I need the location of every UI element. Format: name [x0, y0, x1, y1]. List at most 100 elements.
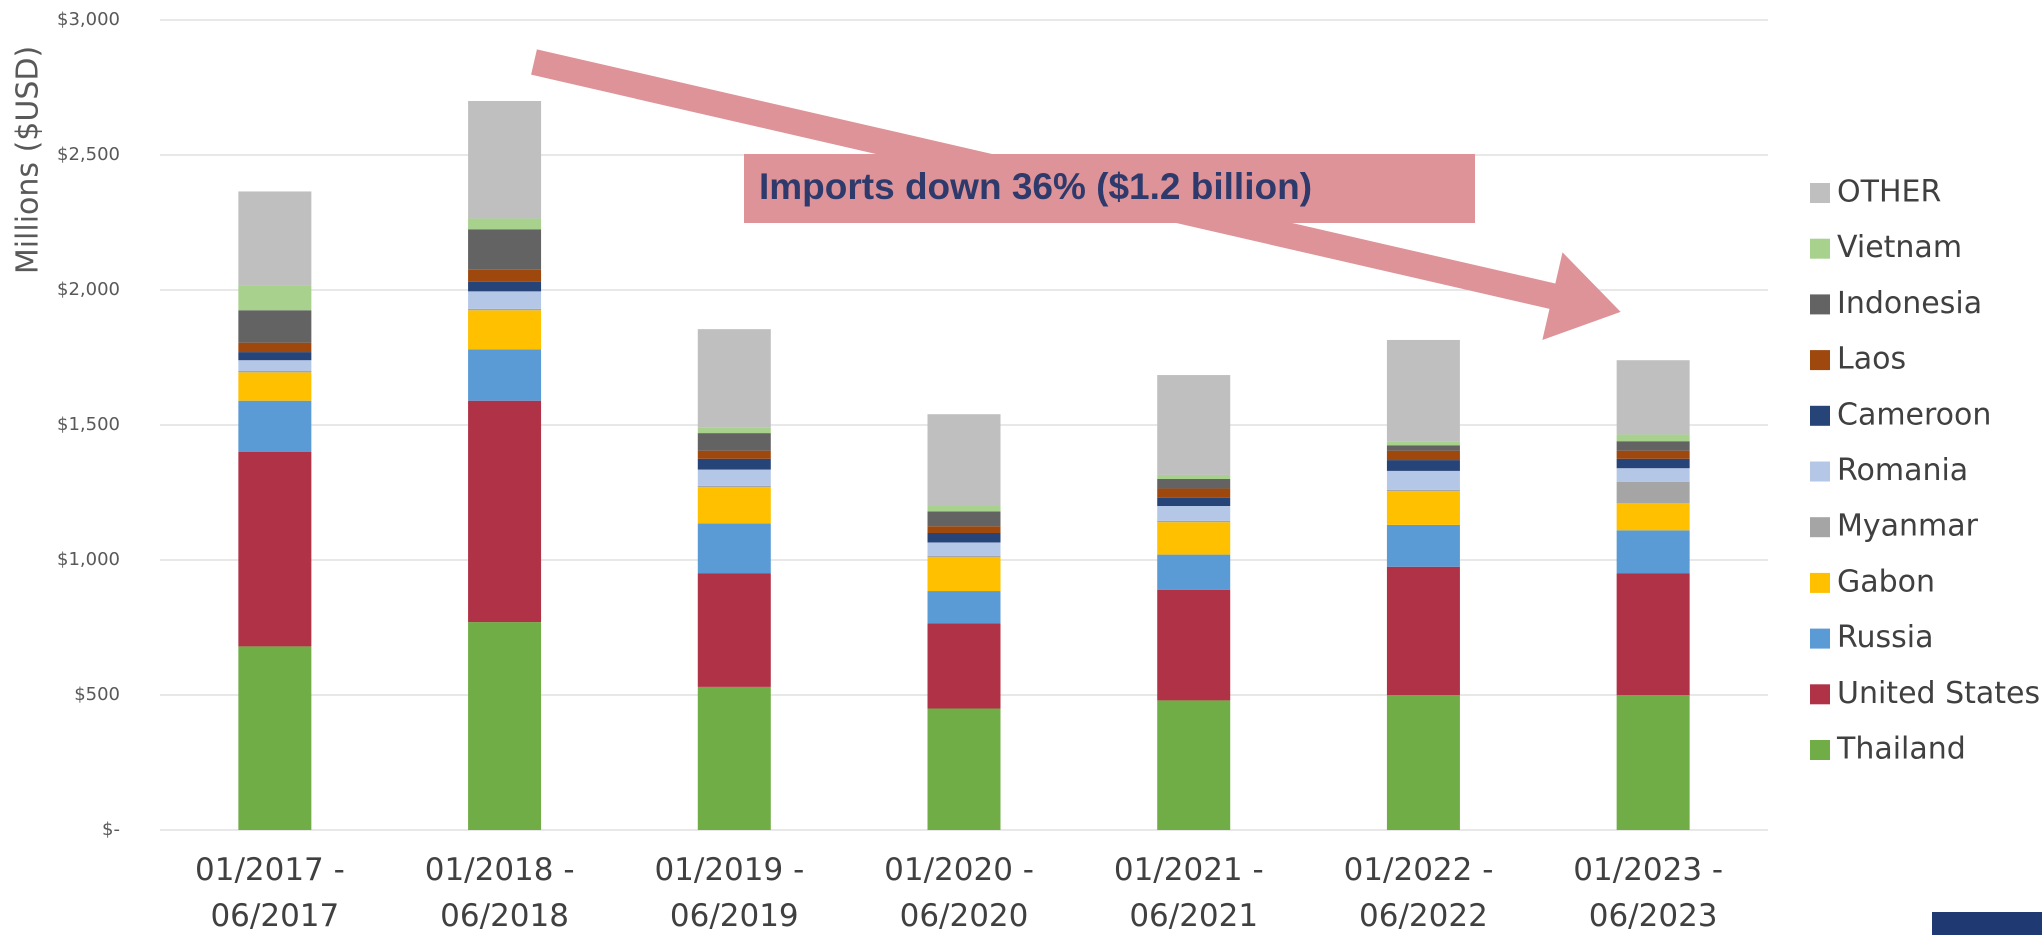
- bar-segment: [238, 360, 312, 371]
- bar-segment: [1616, 573, 1690, 695]
- legend-swatch: [1810, 684, 1830, 705]
- bar-segment: [1157, 506, 1231, 521]
- bar-segment: [238, 372, 312, 401]
- annotation-box: [744, 154, 1475, 223]
- bar-segment: [468, 400, 542, 623]
- bar-segment: [1157, 520, 1231, 523]
- bar-segment: [1616, 434, 1690, 442]
- bar-segment: [1157, 375, 1231, 475]
- x-tick-label: 01/2023 - 06/2023: [1573, 852, 1733, 934]
- bar-segment: [238, 352, 312, 361]
- bar-segment: [468, 101, 542, 219]
- bar-segment: [1386, 695, 1460, 830]
- annotation: Imports down 36% ($1.2 billion): [759, 166, 1312, 207]
- bar-segment: [1616, 503, 1690, 531]
- legend-label: Cameroon: [1837, 397, 1991, 432]
- x-tick-label: 01/2017 - 06/2017: [195, 852, 355, 934]
- bar-segment: [697, 523, 771, 574]
- bar-segment: [697, 485, 771, 488]
- bar-segment: [1616, 530, 1690, 574]
- legend-label: Laos: [1837, 342, 1906, 377]
- y-tick-label: $500: [74, 684, 120, 705]
- bar-segment: [1616, 360, 1690, 435]
- bar-segment: [697, 450, 771, 459]
- bar-segment: [1386, 460, 1460, 471]
- legend-label: Indonesia: [1837, 286, 1982, 321]
- legend-swatch: [1810, 517, 1830, 538]
- x-tick-label: 01/2021 - 06/2021: [1114, 852, 1274, 934]
- bar-segment: [927, 542, 1001, 556]
- bar-segment: [1386, 470, 1460, 490]
- bar-segment: [1386, 441, 1460, 446]
- legend-label: Vietnam: [1837, 230, 1962, 265]
- bar-segment: [468, 281, 542, 292]
- bar-segment: [927, 511, 1001, 527]
- bar-segment: [468, 622, 542, 830]
- bar-segment: [1157, 522, 1231, 555]
- bar-segment: [468, 310, 542, 350]
- bar-segment: [1616, 468, 1690, 482]
- bar-segment: [927, 555, 1001, 558]
- bar-segment: [697, 329, 771, 428]
- bar-segment: [468, 229, 542, 270]
- legend-swatch: [1810, 183, 1830, 203]
- bar-segment: [1386, 524, 1460, 567]
- x-tick-label: 01/2018 - 06/2018: [425, 852, 585, 934]
- x-tick-label: 01/2020 - 06/2020: [884, 852, 1044, 934]
- bar-segment: [697, 458, 771, 470]
- bar-segment: [238, 342, 312, 353]
- y-tick-label: $-: [102, 819, 120, 840]
- y-tick-label: $1,500: [57, 414, 120, 435]
- legend-label: Myanmar: [1837, 509, 1979, 544]
- legend-swatch: [1810, 294, 1830, 315]
- bar-segment: [927, 708, 1001, 830]
- bar-segment: [468, 349, 542, 401]
- bar-segment: [697, 573, 771, 687]
- legend-swatch: [1810, 572, 1830, 593]
- legend-swatch: [1810, 350, 1830, 371]
- bar-segment: [468, 291, 542, 309]
- bar-segment: [1616, 458, 1690, 469]
- bar-segment: [1616, 481, 1690, 504]
- bar-segment: [1386, 489, 1460, 492]
- legend-swatch: [1810, 238, 1830, 259]
- y-tick-label: $2,000: [57, 279, 120, 300]
- bar-segment: [238, 400, 312, 452]
- bar-segment: [468, 218, 542, 230]
- x-tick-label: 01/2022 - 06/2022: [1344, 852, 1504, 934]
- bar-segment: [1616, 450, 1690, 459]
- legend-label: Thailand: [1836, 732, 1966, 767]
- bar-segment: [238, 310, 312, 343]
- bar-segment: [1386, 445, 1460, 451]
- y-tick-label: $2,500: [57, 144, 120, 165]
- legend-swatch: [1810, 461, 1830, 482]
- legend-label: United States: [1837, 676, 2040, 711]
- legend-swatch: [1810, 740, 1830, 760]
- bar-segment: [927, 591, 1001, 624]
- bar-segment: [1157, 554, 1231, 590]
- bar-segment: [1157, 488, 1231, 498]
- legend-label: Gabon: [1837, 564, 1935, 599]
- bar-segment: [1157, 700, 1231, 830]
- logo: [1932, 912, 2042, 935]
- bar-segment: [697, 487, 771, 524]
- bar-segment: [927, 533, 1001, 543]
- bar-segment: [468, 308, 542, 311]
- bar-segment: [238, 371, 312, 373]
- bar-segment: [927, 526, 1001, 533]
- bar-segment: [1616, 695, 1690, 830]
- bar-segment: [697, 427, 771, 434]
- bar-segment: [238, 285, 312, 311]
- bar-segment: [238, 646, 312, 830]
- bar-segment: [468, 269, 542, 282]
- bar-segment: [927, 623, 1001, 709]
- y-axis-label: Millions ($USD): [11, 46, 46, 274]
- y-tick-label: $1,000: [57, 549, 120, 570]
- bar-segment: [1616, 441, 1690, 451]
- bar-segment: [927, 506, 1001, 512]
- bar-segment: [1386, 566, 1460, 695]
- legend-swatch: [1810, 405, 1830, 426]
- bar-segment: [1157, 589, 1231, 701]
- bar-segment: [927, 557, 1001, 592]
